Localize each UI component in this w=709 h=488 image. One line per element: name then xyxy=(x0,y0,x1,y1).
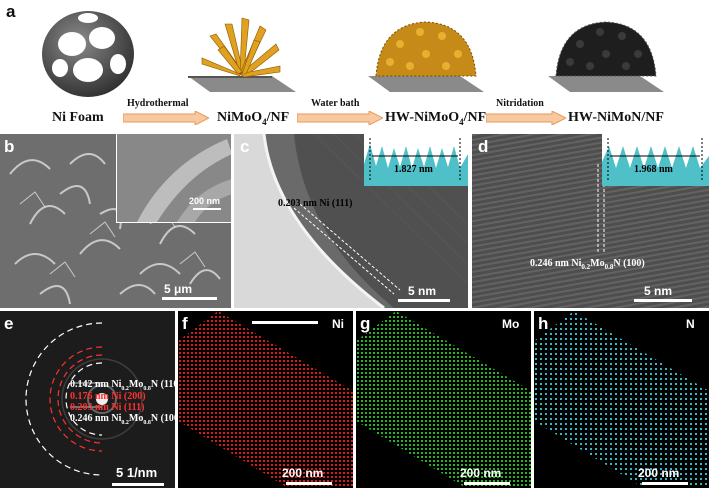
sem-inset-scale-bar xyxy=(193,208,221,210)
hw-nimoo4-illustration xyxy=(368,21,484,92)
hrtem-c-annotation: 0.203 nm Ni (111) xyxy=(278,198,353,209)
arrow-hydrothermal xyxy=(123,111,209,125)
eds-map-n-texture xyxy=(534,311,709,488)
eds-mo-scale-text: 200 nm xyxy=(460,466,502,480)
eds-n-element: N xyxy=(686,317,695,331)
hrtem-d-annotation-sub2: 0.8 xyxy=(604,263,614,271)
panel-label-a: a xyxy=(6,2,16,21)
sem-inset: 200 nm xyxy=(116,134,231,223)
hrtem-d-image: 1.968 nm 0.246 nm Ni0.2Mo0.8N (100) 5 nm xyxy=(472,134,709,308)
sem-scale-bar xyxy=(162,297,217,300)
hrtem-d-annotation-suffix: N (100) xyxy=(613,258,645,269)
hrtem-c-profile-inset: 1.827 nm xyxy=(364,134,468,186)
saed-ring-2: 0.176 nm Ni (200) xyxy=(70,391,146,402)
eds-mo-element: Mo xyxy=(502,317,520,331)
arrow-water-bath xyxy=(297,111,383,125)
eds-n-scale-text: 200 nm xyxy=(638,466,680,480)
panel-label-g: g xyxy=(360,314,371,333)
panel-label-b: b xyxy=(4,137,15,156)
eds-mo-scale-bar xyxy=(464,482,510,485)
panel-label-d: d xyxy=(478,137,489,156)
eds-map-n: N 200 nm xyxy=(534,311,709,488)
eds-n-scale-bar xyxy=(642,482,688,485)
eds-ni-scale-bar xyxy=(286,482,332,485)
hrtem-d-scale-text: 5 nm xyxy=(644,284,673,298)
hrtem-d-profile-label: 1.968 nm xyxy=(634,164,673,175)
hrtem-c-scale-text: 5 nm xyxy=(408,284,437,298)
hrtem-d-annotation-mid: Mo xyxy=(590,258,605,269)
eds-map-ni-texture xyxy=(178,311,353,488)
ni-foam-illustration xyxy=(42,11,134,97)
saed-pattern xyxy=(0,311,175,488)
eds-ni-element: Ni xyxy=(332,317,344,331)
stage-ni-foam: Ni Foam xyxy=(52,110,104,125)
hrtem-c-image: 1.827 nm 0.203 nm Ni (111) 5 nm xyxy=(234,134,468,308)
eds-ni-top-scale-bar xyxy=(252,321,318,324)
hrtem-c-profile-label: 1.827 nm xyxy=(394,164,433,175)
nimoo4-illustration xyxy=(188,17,296,92)
arrow-nitridation xyxy=(486,111,566,125)
sem-inset-scale-text: 200 nm xyxy=(189,196,221,206)
stage-hw-nimon: HW-NiMoN/NF xyxy=(568,110,664,125)
sem-scale-text: 5 μm xyxy=(164,282,193,296)
eds-ni-scale-text: 200 nm xyxy=(282,466,324,480)
step-nitridation: Nitridation xyxy=(496,98,544,109)
hrtem-d-profile-chart xyxy=(602,138,709,186)
panel-label-h: h xyxy=(538,314,549,333)
hrtem-d-annotation-prefix: 0.246 nm Ni xyxy=(530,258,582,269)
hrtem-d-scale-bar xyxy=(634,299,692,302)
panel-label-f: f xyxy=(182,314,188,333)
stage-hw-nimoo4: HW-NiMoO4/NF xyxy=(385,110,487,127)
stage-nimoo4: NiMoO4/NF xyxy=(217,110,290,127)
hrtem-c-scale-bar xyxy=(398,299,450,302)
hw-nimon-illustration xyxy=(548,21,664,92)
saed-image: 0.142 nm Ni0.2Mo0.8N (110) 0.176 nm Ni (… xyxy=(0,311,175,488)
eds-map-ni: Ni 200 nm xyxy=(178,311,353,488)
panel-label-c: c xyxy=(240,137,250,156)
panel-label-e: e xyxy=(4,314,14,333)
step-water-bath: Water bath xyxy=(311,98,360,109)
saed-ring-4: 0.246 nm Ni0.2Mo0.8N (100) xyxy=(70,413,175,426)
eds-map-mo-texture xyxy=(356,311,531,488)
sem-image: 200 nm 5 μm xyxy=(0,134,231,308)
hrtem-d-profile-inset: 1.968 nm xyxy=(602,134,709,186)
saed-scale-text: 5 1/nm xyxy=(116,465,158,480)
eds-map-mo: Mo 200 nm xyxy=(356,311,531,488)
hrtem-d-annotation: 0.246 nm Ni0.2Mo0.8N (100) xyxy=(530,258,645,271)
hrtem-d-annotation-sub1: 0.2 xyxy=(581,263,591,271)
hrtem-c-profile-chart xyxy=(364,138,468,186)
saed-scale-bar xyxy=(112,483,164,486)
saed-ring-3: 0.203 nm Ni (111) xyxy=(70,402,145,413)
step-hydrothermal: Hydrothermal xyxy=(127,98,189,109)
saed-ring-1: 0.142 nm Ni0.2Mo0.8N (110) xyxy=(70,379,175,392)
sem-inset-texture xyxy=(117,134,231,222)
